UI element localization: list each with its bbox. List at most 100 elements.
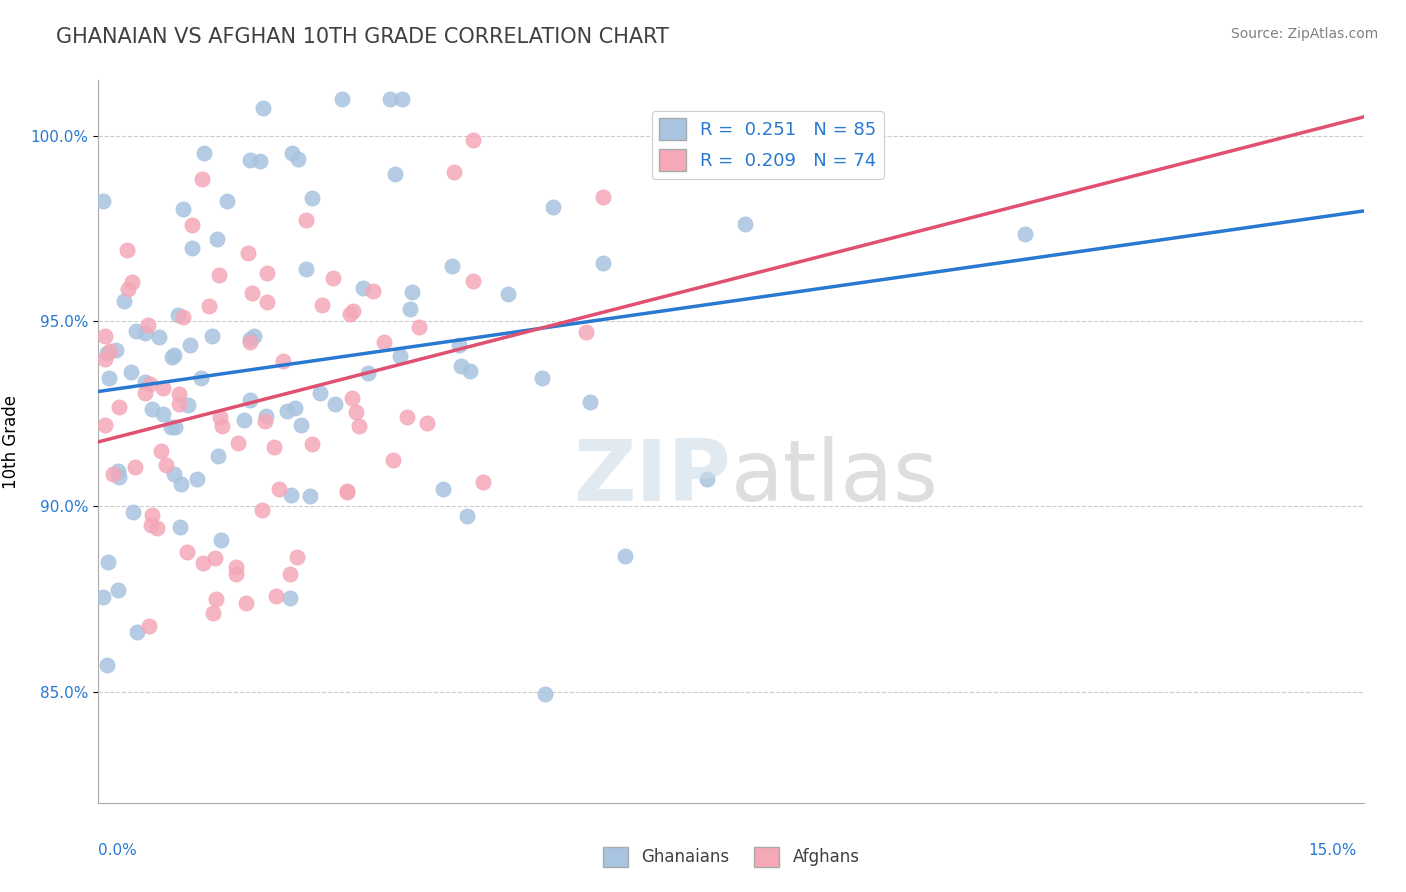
- Point: [398, 301, 420, 316]
- Point: [235, 596, 257, 610]
- Point: [107, 465, 129, 479]
- Point: [388, 349, 411, 363]
- Point: [456, 508, 478, 523]
- Point: [342, 303, 364, 318]
- Point: [204, 592, 226, 607]
- Point: [112, 294, 135, 309]
- Point: [382, 453, 405, 467]
- Point: [276, 404, 298, 418]
- Point: [256, 267, 278, 281]
- Point: [352, 280, 374, 294]
- Point: [472, 475, 495, 489]
- Point: [204, 551, 226, 566]
- Point: [215, 194, 238, 209]
- Point: [330, 92, 353, 106]
- Point: [148, 330, 170, 344]
- Point: [278, 591, 301, 605]
- Point: [165, 420, 187, 434]
- Point: [243, 328, 266, 343]
- Point: [440, 259, 463, 273]
- Point: [614, 549, 637, 563]
- Point: [211, 418, 233, 433]
- Text: 15.0%: 15.0%: [1309, 843, 1357, 858]
- Point: [141, 402, 163, 417]
- Point: [208, 410, 231, 425]
- Point: [335, 483, 357, 498]
- Point: [290, 418, 312, 433]
- Point: [280, 566, 302, 581]
- Point: [269, 482, 291, 496]
- Point: [167, 308, 190, 322]
- Point: [322, 271, 344, 285]
- Point: [117, 282, 139, 296]
- Point: [152, 407, 174, 421]
- Point: [139, 376, 162, 391]
- Point: [309, 385, 332, 400]
- Point: [141, 508, 163, 522]
- Point: [401, 285, 423, 300]
- Point: [163, 348, 186, 362]
- Point: [301, 437, 323, 451]
- Text: 0.0%: 0.0%: [98, 843, 138, 858]
- Point: [443, 165, 465, 179]
- Point: [347, 418, 370, 433]
- Text: Source: ZipAtlas.com: Source: ZipAtlas.com: [1230, 27, 1378, 41]
- Point: [225, 560, 247, 574]
- Point: [339, 307, 361, 321]
- Point: [416, 416, 439, 430]
- Point: [91, 194, 114, 209]
- Point: [450, 359, 472, 373]
- Point: [391, 92, 413, 106]
- Point: [233, 413, 256, 427]
- Legend: Ghanaians, Afghans: Ghanaians, Afghans: [596, 840, 866, 873]
- Point: [295, 261, 318, 276]
- Point: [179, 337, 201, 351]
- Point: [122, 505, 145, 519]
- Y-axis label: 10th Grade: 10th Grade: [1, 394, 20, 489]
- Point: [97, 555, 120, 569]
- Point: [263, 440, 285, 454]
- Point: [226, 436, 249, 450]
- Point: [531, 371, 554, 385]
- Point: [160, 419, 183, 434]
- Point: [342, 391, 364, 405]
- Point: [108, 470, 131, 484]
- Point: [592, 190, 614, 204]
- Point: [98, 343, 121, 358]
- Point: [396, 409, 419, 424]
- Point: [373, 335, 395, 350]
- Point: [108, 401, 131, 415]
- Point: [201, 329, 224, 343]
- Point: [696, 473, 718, 487]
- Point: [295, 213, 318, 227]
- Point: [205, 232, 228, 246]
- Point: [225, 566, 247, 581]
- Point: [256, 294, 278, 309]
- Point: [301, 191, 323, 205]
- Point: [180, 241, 202, 255]
- Point: [239, 334, 262, 349]
- Point: [254, 409, 277, 424]
- Point: [141, 518, 163, 533]
- Point: [172, 310, 194, 324]
- Point: [169, 519, 191, 533]
- Point: [176, 545, 198, 559]
- Point: [191, 556, 214, 570]
- Point: [250, 503, 273, 517]
- Point: [253, 414, 276, 428]
- Point: [311, 298, 333, 312]
- Text: atlas: atlas: [731, 436, 939, 519]
- Text: ZIP: ZIP: [574, 436, 731, 519]
- Point: [208, 268, 231, 283]
- Point: [460, 364, 482, 378]
- Point: [104, 343, 127, 357]
- Point: [125, 324, 148, 338]
- Point: [408, 320, 430, 334]
- Point: [97, 371, 120, 385]
- Point: [449, 337, 471, 351]
- Point: [207, 450, 229, 464]
- Point: [592, 256, 614, 270]
- Point: [201, 606, 224, 620]
- Point: [167, 396, 190, 410]
- Point: [240, 285, 263, 300]
